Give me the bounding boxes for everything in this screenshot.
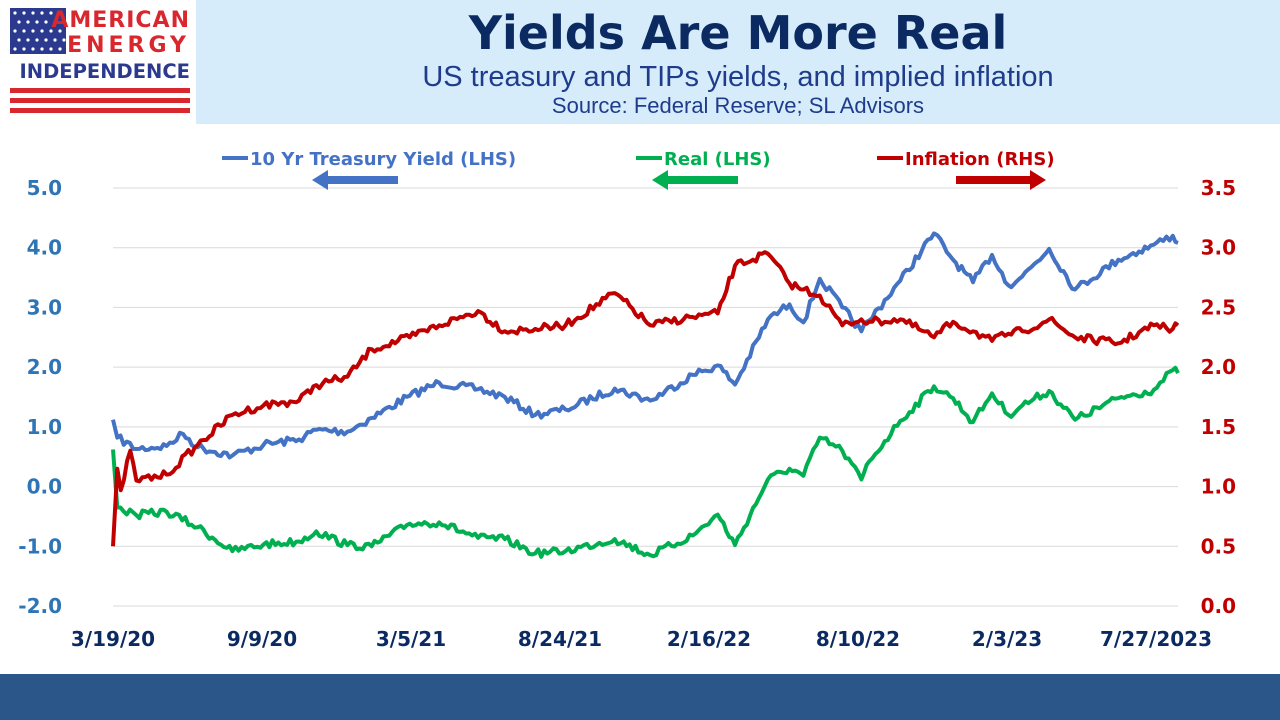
y-left-tick-label: 5.0 xyxy=(27,176,62,200)
flag-star xyxy=(53,38,57,42)
flag-star xyxy=(62,20,66,24)
y-right-tick-label: 3.5 xyxy=(1201,176,1236,200)
legend-label: 10 Yr Treasury Yield (LHS) xyxy=(250,149,516,170)
y-right-tick-label: 0.5 xyxy=(1201,534,1236,558)
y-left-tick-label: 0.0 xyxy=(27,475,62,499)
flag-star xyxy=(49,29,53,33)
flag-stripe xyxy=(10,98,190,103)
series-line-treasury xyxy=(111,231,1179,460)
flag-canton xyxy=(10,8,66,54)
flag-star xyxy=(31,29,35,33)
y-left-tick-label: -1.0 xyxy=(18,534,62,558)
y-left-tick-label: 2.0 xyxy=(27,355,62,379)
page-title: Yields Are More Real xyxy=(468,6,1008,60)
flag-star xyxy=(22,11,26,15)
flag-star xyxy=(22,29,26,33)
logo-line-1: AMERICAN xyxy=(51,8,190,33)
x-tick-label: 7/27/2023 xyxy=(1100,627,1212,651)
flag-star xyxy=(13,47,17,51)
flag-star xyxy=(58,29,62,33)
logo-line-3: INDEPENDENCE xyxy=(20,60,190,83)
flag-star xyxy=(31,11,35,15)
flag-star xyxy=(44,20,48,24)
flag-star xyxy=(40,11,44,15)
y-left-tick-label: 4.0 xyxy=(27,236,62,260)
flag-star xyxy=(17,38,21,42)
arrow-head xyxy=(312,170,328,190)
flag-star xyxy=(13,11,17,15)
logo: AMERICAN ENERGY INDEPENDENCE xyxy=(0,0,196,122)
series-line-inflation xyxy=(111,250,1180,547)
flag-star xyxy=(31,47,35,51)
logo-line-2: ENERGY xyxy=(67,33,190,58)
y-left-tick-label: 1.0 xyxy=(27,415,62,439)
y-right-tick-label: 0.0 xyxy=(1201,594,1236,618)
x-tick-label: 8/24/21 xyxy=(518,627,602,651)
legend-label: Real (LHS) xyxy=(664,149,771,170)
flag-star xyxy=(62,38,66,42)
series-line-real xyxy=(111,365,1180,559)
y-right-tick-label: 2.5 xyxy=(1201,295,1236,319)
flag-stars xyxy=(13,11,66,51)
x-tick-label: 8/10/22 xyxy=(816,627,900,651)
y-right-tick-label: 2.0 xyxy=(1201,355,1236,379)
flag-star xyxy=(49,47,53,51)
flag-star xyxy=(40,29,44,33)
flag-stripe xyxy=(10,108,190,113)
x-tick-label: 9/9/20 xyxy=(227,627,297,651)
legend-label: Inflation (RHS) xyxy=(905,149,1055,170)
flag-star xyxy=(49,11,53,15)
flag-star xyxy=(26,20,30,24)
x-tick-label: 2/16/22 xyxy=(667,627,751,651)
y-left-tick-label: 3.0 xyxy=(27,295,62,319)
flag-star xyxy=(13,29,17,33)
flag-star xyxy=(17,20,21,24)
x-tick-label: 2/3/23 xyxy=(972,627,1042,651)
chart: -2.0 -1.0 0.0 1.0 2.0 3.0 4.0 5.0 0.0 0.5 1.0 1.5 2.… xyxy=(18,149,1236,651)
flag-star xyxy=(26,38,30,42)
flag-star xyxy=(44,38,48,42)
arrow-head xyxy=(652,170,668,190)
page-subtitle: US treasury and TIPs yields, and implied… xyxy=(422,61,1054,93)
header-band xyxy=(196,0,1280,124)
flag-stripe xyxy=(10,88,190,93)
y-right-tick-label: 1.5 xyxy=(1201,415,1236,439)
footer-bar xyxy=(0,674,1280,720)
flag-star xyxy=(35,20,39,24)
flag-star xyxy=(40,47,44,51)
flag-star xyxy=(35,38,39,42)
y-right-tick-label: 3.0 xyxy=(1201,236,1236,260)
flag-star xyxy=(53,20,57,24)
flag-star xyxy=(58,47,62,51)
x-tick-label: 3/19/20 xyxy=(71,627,155,651)
flag-star xyxy=(58,11,62,15)
source-note: Source: Federal Reserve; SL Advisors xyxy=(551,93,925,118)
x-tick-label: 3/5/21 xyxy=(376,627,446,651)
y-right-tick-label: 1.0 xyxy=(1201,475,1236,499)
flag-star xyxy=(22,47,26,51)
arrow-head xyxy=(1030,170,1046,190)
y-left-tick-label: -2.0 xyxy=(18,594,62,618)
